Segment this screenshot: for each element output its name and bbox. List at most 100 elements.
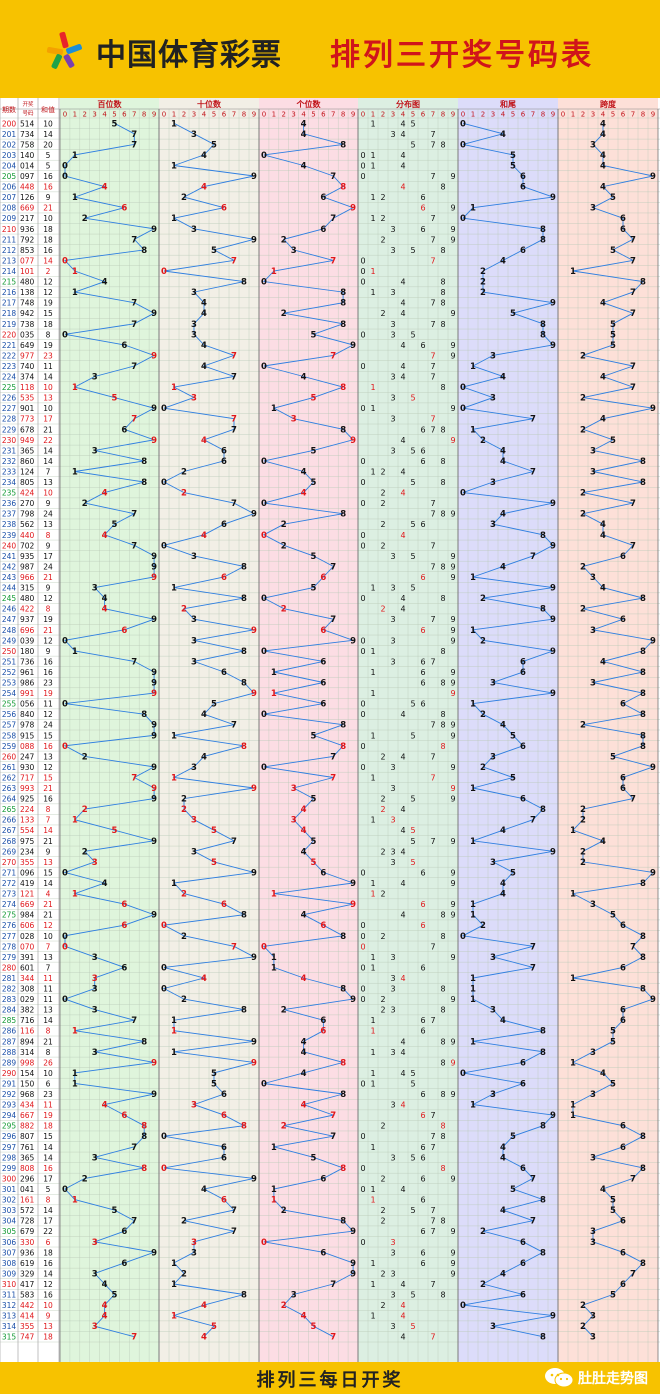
header-digit-9: 9 (651, 111, 655, 119)
sum_tail-point: 7 (530, 963, 536, 973)
tens-point: 1 (171, 1027, 177, 1037)
winning-numbers: 949 (20, 436, 35, 445)
hundreds-point: 0 (62, 330, 68, 340)
distribution-mark: 4 (400, 710, 405, 719)
span-point: 8 (640, 710, 646, 720)
sum-value: 21 (43, 204, 53, 213)
sum_tail-point: 0 (460, 119, 466, 129)
issue-label: 243 (2, 573, 17, 582)
distribution-mark: 5 (410, 795, 415, 804)
sum_tail-point: 6 (520, 1079, 526, 1089)
distribution-mark: 0 (360, 1238, 365, 1247)
header-sum: 和值 (41, 105, 55, 114)
units-point: 7 (330, 1333, 336, 1343)
sum_tail-point: 8 (540, 225, 546, 235)
issue-label: 256 (2, 710, 17, 719)
tens-point: 3 (191, 1101, 197, 1111)
tens-point: 4 (201, 710, 207, 720)
sum-value: 8 (46, 330, 51, 339)
sum_tail-point: 5 (510, 161, 516, 171)
hundreds-point: 0 (62, 161, 68, 171)
header-digit-6: 6 (122, 111, 127, 119)
issue-label: 213 (2, 256, 17, 265)
distribution-mark: 0 (360, 278, 365, 287)
sum-value: 18 (43, 320, 53, 329)
tens-point: 2 (181, 489, 187, 499)
distribution-mark: 2 (380, 309, 385, 318)
units-point: 6 (320, 1016, 326, 1026)
tens-point: 7 (231, 1227, 237, 1237)
span-point: 7 (630, 362, 636, 372)
hundreds-point: 1 (72, 647, 78, 657)
tens-point: 4 (201, 309, 207, 319)
issue-label: 310 (2, 1280, 17, 1289)
issue-label: 287 (2, 1037, 17, 1046)
sum_tail-point: 6 (520, 657, 526, 667)
header-digit-6: 6 (222, 111, 227, 119)
issue-label: 277 (2, 932, 17, 941)
sum_tail-point: 8 (540, 320, 546, 330)
sum-value: 17 (43, 552, 53, 561)
issue-label: 262 (2, 773, 17, 782)
hundreds-point: 3 (92, 446, 98, 456)
distribution-mark: 8 (440, 288, 445, 297)
winning-numbers: 562 (20, 520, 35, 529)
distribution-mark: 5 (410, 1069, 415, 1078)
tens-point: 3 (191, 636, 197, 646)
sum_tail-point: 4 (500, 826, 506, 836)
tens-point: 3 (191, 816, 197, 826)
issue-label: 216 (2, 288, 17, 297)
sum_tail-point: 9 (550, 541, 556, 551)
sum-value: 23 (43, 679, 53, 688)
span-point: 3 (590, 1227, 596, 1237)
sum_tail-point: 2 (480, 636, 486, 646)
sum_tail-point: 5 (510, 1132, 516, 1142)
tens-point: 6 (221, 1153, 227, 1163)
header-digit-5: 5 (311, 111, 315, 119)
distribution-mark: 4 (400, 1301, 405, 1310)
tens-point: 6 (221, 1196, 227, 1206)
hundreds-point: 8 (141, 1122, 147, 1132)
tens-point: 1 (171, 1016, 177, 1026)
header-digit-2: 2 (83, 111, 87, 119)
distribution-mark: 7 (430, 256, 435, 265)
sum_tail-point: 1 (470, 784, 476, 794)
sum_tail-point: 1 (470, 700, 476, 710)
winning-numbers: 096 (20, 868, 35, 877)
sum_tail-point: 9 (550, 647, 556, 657)
span-point: 5 (610, 193, 616, 203)
winning-numbers: 717 (20, 773, 35, 782)
winning-numbers: 161 (20, 1196, 35, 1205)
hundreds-point: 3 (92, 858, 98, 868)
tens-point: 1 (171, 1312, 177, 1322)
winning-numbers: 993 (20, 784, 35, 793)
sum_tail-point: 4 (500, 130, 506, 140)
hundreds-point: 7 (131, 130, 137, 140)
sum_tail-point: 1 (470, 911, 476, 921)
header-digit-7: 7 (132, 111, 136, 119)
wechat-account[interactable]: 肚肚走势图 (544, 1366, 648, 1390)
span-point: 2 (580, 858, 586, 868)
distribution-mark: 9 (450, 552, 455, 561)
distribution-mark: 5 (410, 837, 415, 846)
issue-label: 222 (2, 351, 17, 360)
distribution-mark: 8 (440, 1090, 445, 1099)
hundreds-point: 7 (131, 235, 137, 245)
sum-value: 18 (43, 1333, 53, 1342)
tens-point: 2 (181, 795, 187, 805)
sum_tail-point: 9 (550, 615, 556, 625)
header-digit-8: 8 (142, 111, 146, 119)
hundreds-point: 6 (121, 425, 127, 435)
units-point: 7 (330, 214, 336, 224)
distribution-mark: 7 (430, 752, 435, 761)
span-point: 2 (580, 847, 586, 857)
units-point: 9 (350, 1227, 356, 1237)
distribution-mark: 2 (380, 605, 385, 614)
header-digit-0: 0 (561, 111, 565, 119)
hundreds-point: 7 (131, 1333, 137, 1343)
distribution-mark: 4 (400, 1037, 405, 1046)
distribution-mark: 2 (380, 489, 385, 498)
header-digit-9: 9 (351, 111, 355, 119)
winning-numbers: 270 (20, 499, 35, 508)
distribution-mark: 3 (390, 394, 395, 403)
